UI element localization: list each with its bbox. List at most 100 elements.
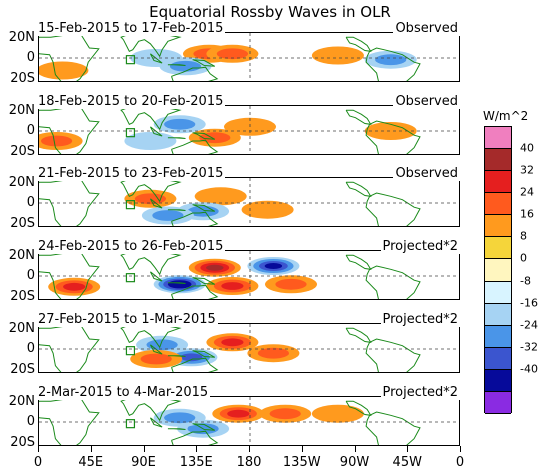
coastline-4	[167, 282, 186, 284]
latitude-label: 0	[26, 50, 35, 65]
coastline-2	[120, 397, 182, 422]
panel-type-label: Projected*2	[380, 239, 460, 254]
panel-date-label: 2-Mar-2015 to 4-Mar-2015	[36, 385, 211, 400]
latitude-label: 0	[26, 268, 35, 283]
anomaly-3-4-level-1	[241, 200, 294, 219]
anomaly-5-1-level-3	[221, 338, 244, 347]
latitude-label: 20N	[8, 321, 35, 336]
map-panel-2	[38, 105, 460, 155]
coastline-8	[365, 265, 421, 299]
colorbar	[484, 126, 512, 414]
colorbar-swatch	[485, 259, 511, 282]
longitude-tick-mark	[196, 446, 198, 452]
coastline-5	[192, 59, 216, 67]
colorbar-tick-label: -32	[520, 340, 538, 354]
latitude-label: 0	[26, 195, 35, 210]
coastline-2	[120, 106, 182, 131]
reference-box	[125, 273, 136, 283]
coastline-6	[171, 430, 219, 445]
colorbar-swatch	[485, 325, 511, 348]
panel-date-label: 24-Feb-2015 to 26-Feb-2015	[36, 239, 226, 254]
coastline-6	[171, 66, 219, 81]
coastline-5	[192, 350, 216, 358]
anomaly-4-3-level-3	[221, 282, 244, 290]
coastline-5	[192, 204, 216, 212]
map-panel-1	[38, 32, 460, 82]
panel-date-label: 15-Feb-2015 to 17-Feb-2015	[36, 21, 226, 36]
coastline-6	[171, 139, 219, 154]
latitude-label: 20N	[8, 248, 35, 263]
longitude-tick-mark	[90, 446, 92, 452]
coastline-3	[149, 344, 163, 355]
panel-type-label: Observed	[393, 94, 460, 109]
coastline-4	[167, 428, 186, 430]
coastline-1	[39, 324, 100, 372]
anomaly-4-1-level-4	[206, 264, 224, 271]
coastline-8	[365, 192, 421, 226]
reference-box	[125, 128, 136, 138]
coastline-5	[192, 132, 216, 140]
reference-box	[125, 55, 136, 65]
coastline-4	[167, 355, 186, 357]
longitude-tick-label: 135E	[179, 455, 213, 470]
anomaly-1-7-level-1	[311, 46, 364, 65]
coastline-8	[365, 47, 421, 81]
colorbar-tick-label: -40	[520, 362, 538, 376]
anomaly-5-5-level-2	[140, 353, 172, 365]
coastline-3	[149, 271, 163, 282]
anomaly-4-6-level-2	[275, 278, 307, 290]
coastline-3	[149, 417, 163, 428]
coastline-8	[365, 338, 421, 372]
colorbar-swatch	[485, 149, 511, 172]
panel-date-label: 18-Feb-2015 to 20-Feb-2015	[36, 94, 226, 109]
olr-field-6	[39, 397, 459, 445]
longitude-tick-mark	[354, 446, 356, 452]
map-panel-5	[38, 323, 460, 373]
anomaly-1-2-level-2	[216, 48, 248, 60]
map-panel-6	[38, 396, 460, 446]
coastline-2	[120, 178, 182, 203]
anomaly-5-4-level-2	[257, 347, 289, 359]
panel-type-label: Projected*2	[380, 385, 460, 400]
longitude-tick-label: 45E	[78, 455, 104, 470]
olr-field-5	[39, 324, 459, 372]
longitude-tick-mark	[143, 446, 145, 452]
coastline-6	[171, 284, 219, 299]
colorbar-swatch	[485, 347, 511, 370]
colorbar-swatch	[485, 127, 511, 150]
coastline-1	[39, 33, 100, 81]
coastline-6	[171, 211, 219, 226]
anomaly-6-1-level-3	[227, 409, 250, 418]
longitude-tick-label: 0	[455, 455, 465, 470]
panel-date-label: 21-Feb-2015 to 23-Feb-2015	[36, 166, 226, 181]
panel-type-label: Projected*2	[380, 312, 460, 327]
map-panel-3	[38, 177, 460, 227]
anomaly-1-4-level-2	[169, 60, 202, 72]
olr-field-3	[39, 178, 459, 226]
colorbar-swatch	[485, 237, 511, 260]
coastline-1	[39, 397, 100, 445]
coastline-1	[39, 106, 100, 154]
panel-date-label: 27-Feb-2015 to 1-Mar-2015	[36, 312, 218, 327]
colorbar-tick-label: 0	[520, 251, 527, 265]
map-title: Equatorial Rossby Waves in OLR	[149, 3, 391, 21]
coastline-3	[149, 53, 163, 64]
colorbar-tick-label: 8	[520, 229, 527, 243]
anomaly-1-6-level-2	[375, 54, 407, 66]
colorbar-swatch	[485, 369, 511, 392]
coastline-6	[171, 357, 219, 372]
coastline-7	[345, 254, 372, 270]
coastline-4	[167, 64, 186, 66]
colorbar-tick-label: -16	[520, 296, 538, 310]
olr-field-4	[39, 251, 459, 299]
anomaly-6-3-level-2	[164, 412, 196, 424]
coastline-4	[167, 209, 186, 211]
latitude-label: 20N	[8, 30, 35, 45]
anomaly-2-2-level-2	[164, 118, 196, 130]
anomaly-2-6-level-2	[41, 135, 73, 147]
latitude-label: 0	[26, 414, 35, 429]
longitude-tick-label: 90E	[131, 455, 156, 470]
anomaly-3-3-level-2	[134, 193, 166, 205]
anomaly-3-5-level-2	[152, 210, 184, 221]
anomaly-2-5-level-1	[364, 122, 417, 140]
